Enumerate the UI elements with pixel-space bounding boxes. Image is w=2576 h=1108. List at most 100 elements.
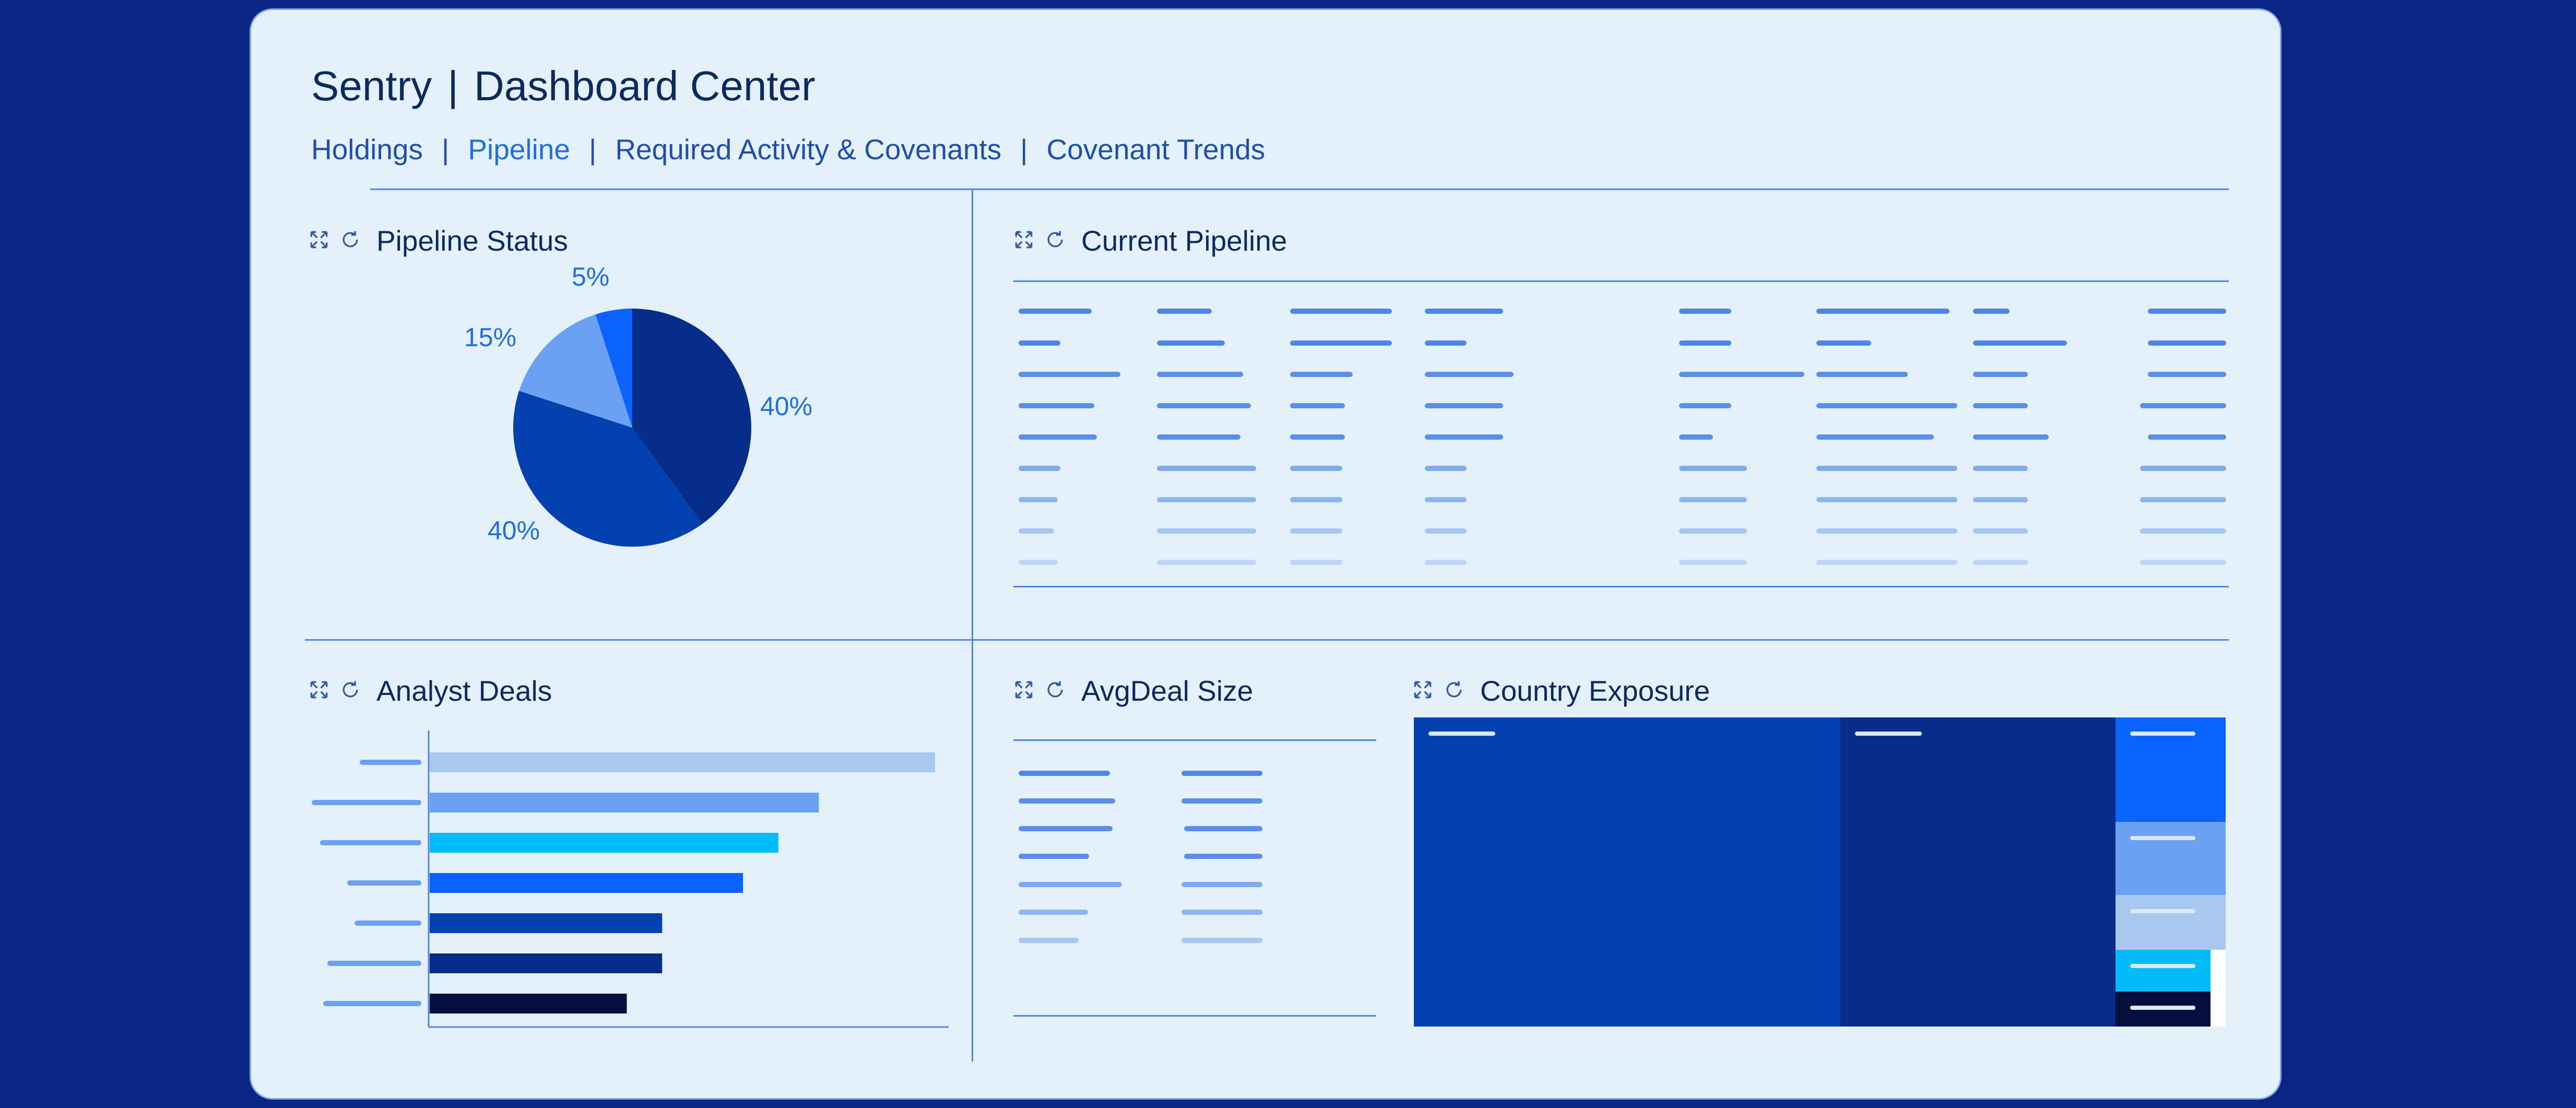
- table-cell-placeholder: [1181, 910, 1262, 915]
- analyst-deal-bar[interactable]: [430, 953, 663, 973]
- current-pipeline-controls: [1012, 228, 1067, 251]
- table-cell-placeholder: [1019, 403, 1094, 408]
- analyst-deal-bar[interactable]: [430, 793, 819, 812]
- table-cell-placeholder: [1816, 372, 1908, 377]
- treemap-cell[interactable]: [2116, 950, 2211, 992]
- bar-category-label: [347, 880, 421, 886]
- table-cell-placeholder: [1290, 372, 1353, 377]
- avg-deal-bottom-rule: [1013, 1015, 1376, 1017]
- treemap-cell[interactable]: [2116, 717, 2226, 822]
- analyst-deal-bar[interactable]: [430, 913, 663, 933]
- table-cell-placeholder: [1181, 798, 1262, 804]
- table-cell-placeholder: [1019, 798, 1115, 804]
- expand-icon[interactable]: [308, 678, 330, 701]
- treemap-cell-label: [2130, 964, 2195, 968]
- table-cell-placeholder: [1679, 309, 1731, 314]
- country-exposure-controls: [1411, 678, 1466, 701]
- treemap-cell-label: [2130, 1006, 2195, 1010]
- pie-slice[interactable]: [513, 391, 703, 547]
- refresh-icon[interactable]: [339, 228, 362, 251]
- table-cell-placeholder: [1019, 826, 1113, 831]
- table-cell-placeholder: [1157, 497, 1256, 502]
- table-cell-placeholder: [1019, 466, 1060, 471]
- analyst-deal-bar[interactable]: [430, 833, 778, 853]
- treemap-cell[interactable]: [2116, 895, 2226, 950]
- tab-pipeline[interactable]: Pipeline: [468, 133, 571, 166]
- dashboard-title: Dashboard Center: [474, 63, 816, 109]
- table-cell-placeholder: [1290, 466, 1342, 471]
- table-cell-placeholder: [1157, 372, 1243, 377]
- treemap-cell[interactable]: [2116, 992, 2211, 1027]
- table-cell-placeholder: [1157, 403, 1251, 408]
- analyst-deals-controls: [308, 678, 362, 701]
- pipeline-status-pie-chart: [513, 309, 751, 547]
- table-cell-placeholder: [1019, 528, 1054, 534]
- refresh-icon[interactable]: [339, 678, 362, 701]
- table-cell-placeholder: [1157, 340, 1225, 346]
- table-cell-placeholder: [1181, 938, 1262, 943]
- table-cell-placeholder: [1290, 528, 1342, 534]
- analyst-deal-bar[interactable]: [430, 752, 935, 772]
- table-cell-placeholder: [1816, 528, 1957, 534]
- row-divider: [305, 639, 2229, 641]
- expand-icon[interactable]: [1411, 678, 1434, 701]
- table-cell-placeholder: [1816, 309, 1949, 314]
- refresh-icon[interactable]: [1044, 678, 1067, 701]
- table-cell-placeholder: [1679, 434, 1713, 440]
- nav-separator: |: [589, 133, 597, 166]
- nav-tabs: Holdings | Pipeline | Required Activity & Co…: [311, 133, 1265, 166]
- table-cell-placeholder: [1019, 882, 1122, 887]
- country-exposure-title: Country Exposure: [1480, 675, 1710, 707]
- treemap-cell-label: [1428, 732, 1495, 736]
- pie-slice[interactable]: [519, 314, 632, 428]
- analyst-deal-bar[interactable]: [430, 994, 627, 1013]
- expand-icon[interactable]: [308, 228, 330, 251]
- refresh-icon[interactable]: [1443, 678, 1466, 701]
- analyst-deals-bar-chart: [312, 730, 949, 1028]
- bar-category-label: [360, 760, 421, 765]
- analyst-deals-title: Analyst Deals: [376, 675, 552, 707]
- table-cell-placeholder: [1290, 340, 1392, 346]
- table-cell-placeholder: [1157, 466, 1256, 471]
- table-cell-placeholder: [1679, 403, 1731, 408]
- treemap-cell[interactable]: [1840, 717, 2116, 1027]
- pie-slice[interactable]: [632, 309, 751, 524]
- treemap-cell[interactable]: [2116, 822, 2226, 895]
- expand-icon[interactable]: [1012, 228, 1035, 251]
- table-cell-placeholder: [2140, 560, 2226, 565]
- table-cell-placeholder: [2140, 497, 2226, 502]
- table-cell-placeholder: [1973, 528, 2028, 534]
- pie-label-15: 15%: [464, 323, 517, 352]
- table-cell-placeholder: [2148, 340, 2226, 346]
- refresh-icon[interactable]: [1044, 228, 1067, 251]
- pipeline-status-controls: [308, 228, 362, 251]
- table-cell-placeholder: [1184, 854, 1262, 859]
- table-cell-placeholder: [1290, 309, 1392, 314]
- table-cell-placeholder: [1973, 497, 2028, 502]
- avg-deal-size-controls: [1012, 678, 1067, 701]
- analyst-deal-bar[interactable]: [430, 873, 743, 893]
- table-cell-placeholder: [1973, 560, 2028, 565]
- table-cell-placeholder: [1290, 403, 1345, 408]
- table-cell-placeholder: [1181, 771, 1262, 776]
- bar-category-label: [320, 840, 421, 845]
- table-cell-placeholder: [1157, 309, 1212, 314]
- treemap-scrollbar[interactable]: [2211, 950, 2226, 1027]
- table-cell-placeholder: [1157, 528, 1256, 534]
- table-cell-placeholder: [1425, 340, 1467, 346]
- expand-icon[interactable]: [1012, 678, 1035, 701]
- tab-required-activity-covenants[interactable]: Required Activity & Covenants: [615, 133, 1002, 166]
- table-cell-placeholder: [1157, 434, 1240, 440]
- treemap-cell-label: [2130, 732, 2195, 736]
- treemap-cell[interactable]: [1414, 717, 1840, 1027]
- bar-category-label: [312, 800, 421, 805]
- table-cell-placeholder: [1816, 466, 1957, 471]
- tab-covenant-trends[interactable]: Covenant Trends: [1046, 133, 1266, 166]
- table-cell-placeholder: [1973, 372, 2028, 377]
- pie-slice[interactable]: [595, 309, 632, 428]
- app-name: Sentry: [311, 63, 432, 109]
- tab-holdings[interactable]: Holdings: [311, 133, 423, 166]
- table-cell-placeholder: [1679, 560, 1747, 565]
- treemap-cell-label: [2130, 909, 2195, 913]
- table-cell-placeholder: [1290, 497, 1342, 502]
